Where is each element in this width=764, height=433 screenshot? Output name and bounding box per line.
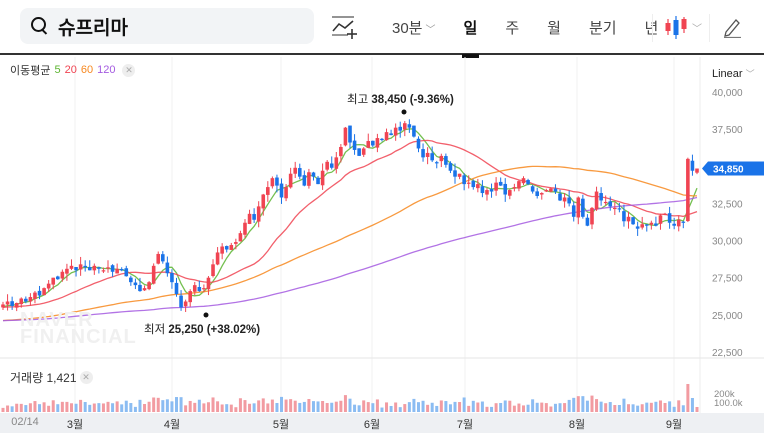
grid-lines xyxy=(0,57,764,413)
tab-30min[interactable]: 30분 ﹀ xyxy=(392,19,436,37)
tab-yearly[interactable]: 년 xyxy=(645,17,659,38)
svg-text:30,000: 30,000 xyxy=(712,237,743,248)
x-label: 4월 xyxy=(163,419,181,431)
ma5-label: 5 xyxy=(54,64,61,76)
pencil-icon[interactable] xyxy=(722,16,742,38)
moving-average-lines xyxy=(2,128,698,322)
svg-text:25,000: 25,000 xyxy=(712,311,743,322)
x-label: 7월 xyxy=(456,419,474,431)
divider xyxy=(652,14,653,42)
time-axis: 02/14 3월 4월 5월 6월 7월 8월 9월 xyxy=(0,413,764,433)
svg-text:최고 38,450 (-9.36%): 최고 38,450 (-9.36%) xyxy=(347,93,454,106)
ma60-label: 60 xyxy=(80,64,94,76)
candlesticks xyxy=(1,119,699,313)
volume-legend: 거래량 1,421 ✕ xyxy=(10,369,93,386)
chevron-down-icon: ﹀ xyxy=(745,69,755,79)
svg-text:37,500: 37,500 xyxy=(712,125,743,136)
ma-legend: 이동평균 5 20 60 120 ✕ xyxy=(10,62,136,78)
x-label: 6월 xyxy=(363,419,381,431)
ma120-label: 120 xyxy=(97,64,116,76)
svg-text:22,500: 22,500 xyxy=(712,348,743,359)
close-icon[interactable]: ✕ xyxy=(122,63,136,77)
x-label: 8월 xyxy=(568,419,586,431)
svg-text:200k: 200k xyxy=(714,389,735,400)
volume-bars xyxy=(1,384,699,412)
tab-monthly[interactable]: 월 xyxy=(547,19,561,37)
chevron-down-icon: ﹀ xyxy=(425,24,436,36)
stock-search-box[interactable]: 슈프리마 xyxy=(20,8,314,44)
svg-text:40,000: 40,000 xyxy=(712,88,743,99)
svg-text:32,500: 32,500 xyxy=(712,199,743,210)
chart-add-icon[interactable] xyxy=(330,14,360,40)
close-icon[interactable]: ✕ xyxy=(79,371,93,384)
chevron-down-icon: ﹀ xyxy=(692,23,702,35)
svg-text:34,850: 34,850 xyxy=(713,165,744,176)
tab-weekly[interactable]: 주 xyxy=(505,19,520,37)
top-toolbar: 슈프리마 30분﹀ 일 주 월 분기 년 ﹀ xyxy=(0,0,764,58)
svg-text:27,500: 27,500 xyxy=(712,274,743,285)
price-chart[interactable]: 40,000 37,500 32,500 30,000 27,500 25,000 22,5… xyxy=(0,0,764,413)
volume-value: 1,421 xyxy=(46,370,77,385)
svg-text:100.0k: 100.0k xyxy=(714,398,743,409)
x-label: 02/14 xyxy=(11,416,39,428)
price-axis: 40,000 37,500 32,500 30,000 27,500 25,000 22,5… xyxy=(702,88,764,409)
volume-label: 거래량 xyxy=(10,371,44,385)
search-icon xyxy=(30,16,50,36)
candlestick-icon xyxy=(665,16,687,39)
chart-type-selector[interactable]: ﹀ xyxy=(664,14,702,40)
x-label: 5월 xyxy=(272,419,290,431)
x-label: 3월 xyxy=(66,419,84,431)
period-tabs: 30분﹀ 일 주 월 분기 년 xyxy=(392,14,686,58)
divider xyxy=(709,14,710,42)
watermark: NAVER FINANCIAL xyxy=(20,309,137,348)
scale-mode-dropdown[interactable]: Linear ﹀ xyxy=(712,68,755,80)
x-label: 9월 xyxy=(665,419,683,431)
svg-text:최저 25,250 (+38.02%): 최저 25,250 (+38.02%) xyxy=(144,323,260,336)
ma-legend-label: 이동평균 xyxy=(10,65,51,77)
tab-quarterly[interactable]: 분기 xyxy=(588,19,617,37)
tab-daily[interactable]: 일 xyxy=(461,17,480,58)
high-low-annotations: 최고 38,450 (-9.36%) 최저 25,250 (+38.02%) xyxy=(144,93,454,336)
stock-name: 슈프리마 xyxy=(58,17,128,39)
ma20-label: 20 xyxy=(64,64,77,76)
